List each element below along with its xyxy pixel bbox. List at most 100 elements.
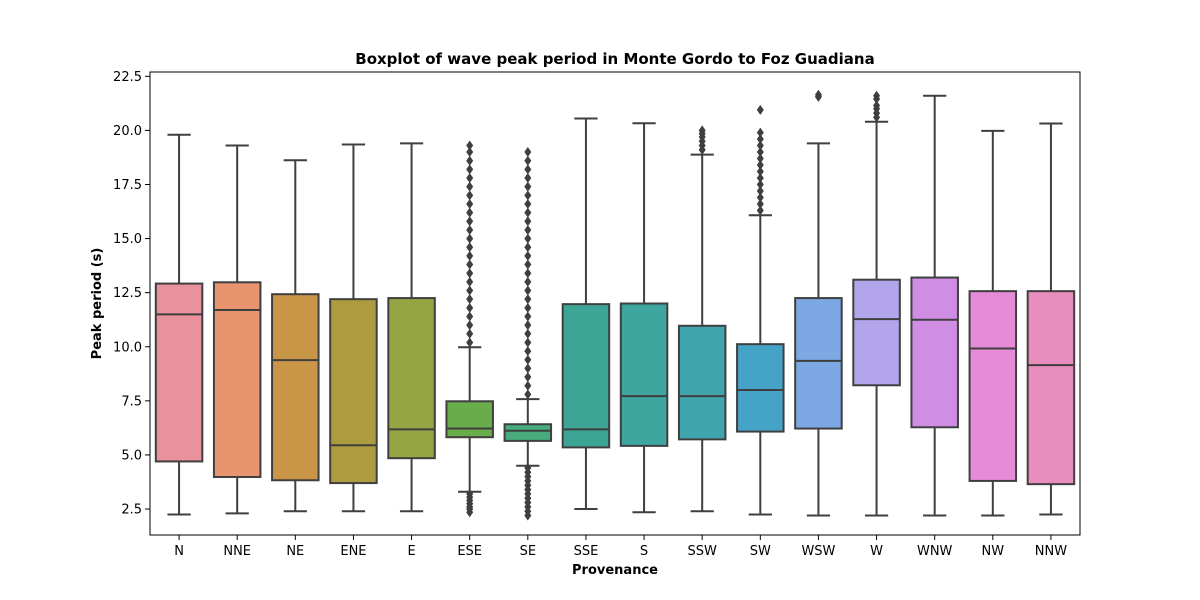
outlier-point <box>524 173 532 184</box>
x-axis: N NNE NE ENE E ESE SE SSE S SSW SW WSW W WNW NW NNW <box>174 535 1067 559</box>
outlier-point <box>756 104 764 115</box>
iqr-box <box>212 281 262 479</box>
outlier-point <box>524 155 532 166</box>
outlier-point <box>466 328 474 339</box>
box-ne <box>271 159 320 513</box>
outlier-point <box>466 259 474 270</box>
iqr-box <box>736 343 785 433</box>
box-nnw <box>1026 122 1076 516</box>
outlier-point <box>524 294 532 305</box>
outlier-point <box>524 190 532 201</box>
x-tick-label: SW <box>750 544 771 559</box>
outlier-point <box>524 207 532 218</box>
y-tick-label: 7.5 <box>121 394 142 409</box>
outlier-point <box>466 164 474 175</box>
outlier-point <box>466 173 474 184</box>
iqr-box <box>968 290 1018 482</box>
x-tick-label: SE <box>520 544 536 559</box>
outlier-point <box>524 268 532 279</box>
outlier-point <box>524 320 532 331</box>
outlier-point <box>466 488 474 499</box>
iqr-box <box>445 400 494 439</box>
iqr-box <box>329 298 378 485</box>
plot-area <box>154 89 1076 521</box>
y-tick-label: 20.0 <box>113 124 142 139</box>
outlier-point <box>698 125 706 136</box>
outlier-point <box>814 89 822 100</box>
outlier-point <box>524 346 532 357</box>
box-wsw <box>794 89 843 517</box>
outlier-point <box>524 259 532 270</box>
x-tick-label: SSW <box>688 544 718 559</box>
outlier-point <box>466 311 474 322</box>
outlier-point <box>466 181 474 192</box>
outlier-point <box>756 127 764 138</box>
y-tick-label: 22.5 <box>113 70 142 85</box>
outlier-point <box>466 268 474 279</box>
outlier-point <box>466 198 474 209</box>
y-tick-label: 17.5 <box>113 178 142 193</box>
outlier-point <box>756 198 764 209</box>
iqr-box <box>852 278 901 387</box>
box-w <box>852 90 901 517</box>
y-tick-label: 10.0 <box>113 340 142 355</box>
box-nw <box>968 129 1018 517</box>
iqr-box <box>677 324 727 441</box>
x-tick-label: NNW <box>1035 544 1067 559</box>
outlier-point <box>756 160 764 171</box>
outlier-point <box>466 276 474 287</box>
iqr-box <box>1026 290 1076 486</box>
outlier-point <box>873 90 881 101</box>
x-axis-label: Provenance <box>572 563 658 578</box>
outlier-point <box>466 207 474 218</box>
x-tick-label: NE <box>286 544 304 559</box>
outlier-point <box>466 285 474 296</box>
box-ssw <box>677 125 727 513</box>
box-e <box>387 142 436 513</box>
y-axis: 2.5 5.0 7.5 10.0 12.5 15.0 17.5 20.0 22.5 <box>113 70 150 518</box>
outlier-point <box>756 134 764 145</box>
outlier-point <box>466 224 474 235</box>
outlier-point <box>524 242 532 253</box>
iqr-box <box>561 303 611 449</box>
outlier-point <box>524 164 532 175</box>
outlier-point <box>466 216 474 227</box>
box-n <box>154 133 204 516</box>
outlier-point <box>524 147 532 158</box>
box-s <box>619 122 669 514</box>
outlier-point <box>524 233 532 244</box>
outlier-point <box>756 153 764 164</box>
outlier-point <box>756 140 764 151</box>
y-tick-label: 12.5 <box>113 286 142 301</box>
outlier-point <box>524 216 532 227</box>
outlier-point <box>756 179 764 190</box>
outlier-point <box>466 294 474 305</box>
outlier-point <box>466 155 474 166</box>
outlier-point <box>466 302 474 313</box>
outlier-point <box>756 173 764 184</box>
outlier-point <box>756 185 764 196</box>
x-tick-label: W <box>870 544 883 559</box>
outlier-point <box>524 224 532 235</box>
outlier-point <box>524 250 532 261</box>
x-tick-label: NNE <box>223 544 251 559</box>
outlier-point <box>466 233 474 244</box>
y-axis-label: Peak period (s) <box>90 248 105 360</box>
x-tick-label: SSE <box>574 544 599 559</box>
outlier-point <box>466 320 474 331</box>
outlier-point <box>466 190 474 201</box>
outlier-point <box>524 181 532 192</box>
outlier-point <box>466 337 474 348</box>
outlier-point <box>524 302 532 313</box>
outlier-point <box>756 147 764 158</box>
outlier-point <box>524 462 532 473</box>
outlier-point <box>466 140 474 151</box>
outlier-point <box>524 328 532 339</box>
outlier-point <box>524 363 532 374</box>
outlier-point <box>524 389 532 400</box>
iqr-box <box>387 297 436 460</box>
outlier-point <box>524 276 532 287</box>
box-ese <box>445 140 494 518</box>
chart-title: Boxplot of wave peak period in Monte Gor… <box>355 50 874 68</box>
